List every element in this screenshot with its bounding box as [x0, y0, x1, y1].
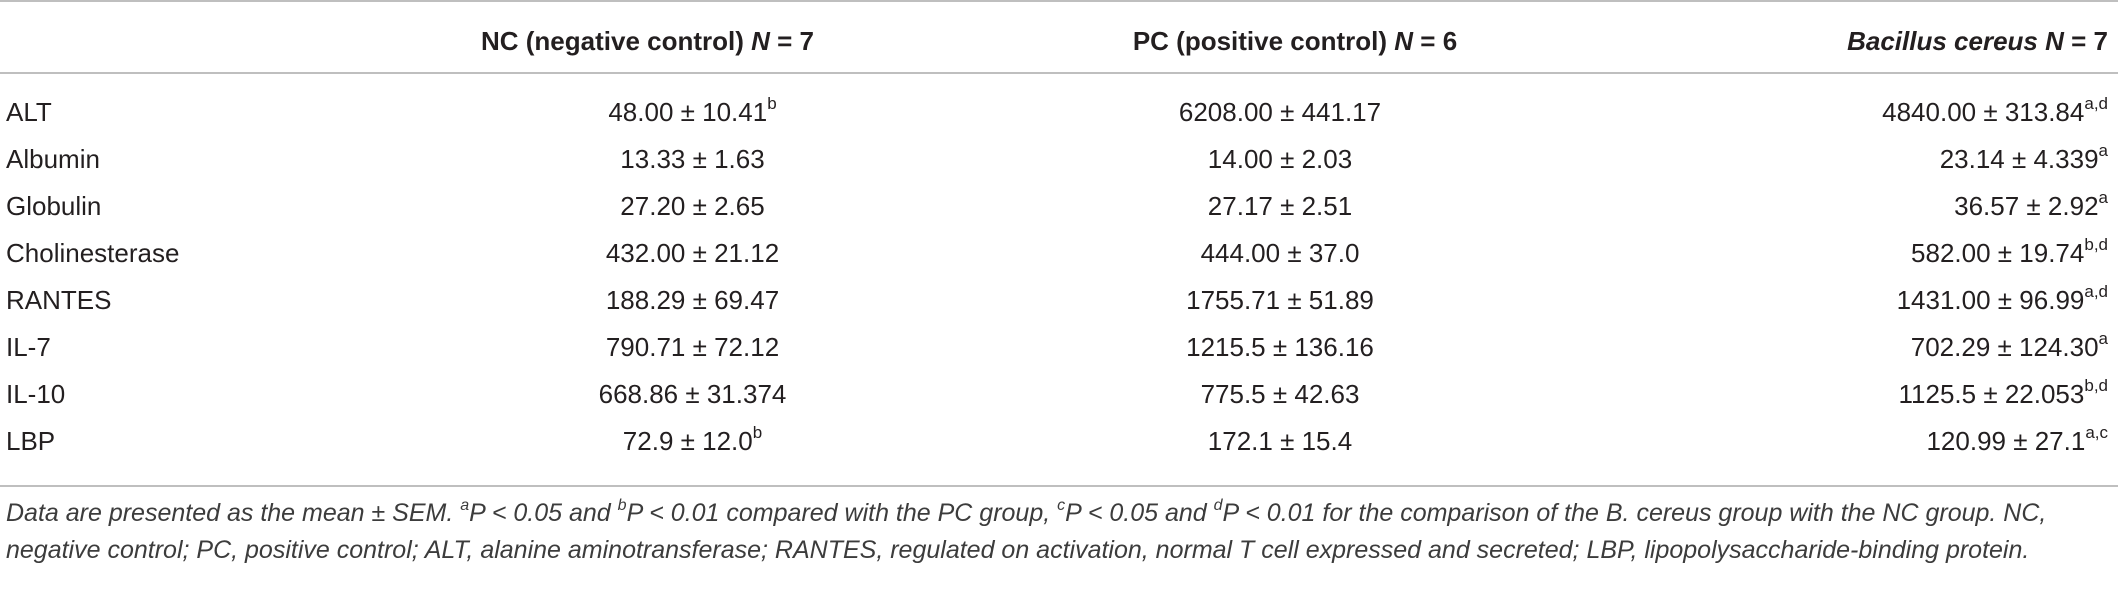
cell-pc: 444.00 ± 37.0 [1200, 238, 1360, 268]
table-body: ALT 48.00 ± 10.41b 6208.00 ± 441.17 4840.00… [0, 83, 2118, 465]
significance-marker: a,d [2084, 94, 2108, 114]
significance-marker: a [2098, 329, 2108, 349]
significance-marker: a,c [2085, 423, 2108, 443]
cell-bacillus-cereus: 702.29 ± 124.30a [1910, 329, 2108, 362]
table-row: Globulin 27.20 ± 2.65 27.17 ± 2.51 36.57 ± … [0, 183, 2118, 230]
cell-nc: 188.29 ± 69.47 [605, 285, 780, 315]
row-label: ALT [6, 97, 52, 127]
significance-marker: b,d [2084, 235, 2108, 255]
significance-marker: a,d [2084, 282, 2108, 302]
table-bottom-rule [0, 485, 2118, 487]
table-footnote: Data are presented as the mean ± SEM. aP… [6, 496, 2047, 564]
cell-bacillus-cereus: 582.00 ± 19.74b,d [1911, 235, 2108, 268]
cell-bacillus-cereus: 36.57 ± 2.92a [1954, 188, 2108, 221]
significance-marker: b [767, 94, 777, 114]
header-nc: NC (negative control) N = 7 [480, 26, 815, 56]
cell-pc: 1215.5 ± 136.16 [1186, 332, 1374, 362]
table-row: RANTES 188.29 ± 69.47 1755.71 ± 51.89 1431.… [0, 277, 2118, 324]
table-row: Cholinesterase 432.00 ± 21.12 444.00 ± 37.… [0, 230, 2118, 277]
cell-bacillus-cereus: 4840.00 ± 313.84a,d [1882, 94, 2108, 127]
cell-pc: 1755.71 ± 51.89 [1186, 285, 1374, 315]
cell-pc: 775.5 ± 42.63 [1200, 379, 1360, 409]
row-label: IL-10 [6, 379, 66, 409]
row-label: RANTES [6, 285, 112, 315]
cell-pc: 172.1 ± 15.4 [1207, 426, 1353, 456]
header-bacillus-cereus: Bacillus cereus N = 7 [1847, 26, 2108, 56]
table-row: IL-10 668.86 ± 31.374 775.5 ± 42.63 1125.5 … [0, 371, 2118, 418]
cell-bacillus-cereus: 1431.00 ± 96.99a,d [1896, 282, 2108, 315]
cell-nc: 48.00 ± 10.41b [608, 94, 777, 127]
cell-bacillus-cereus: 23.14 ± 4.339a [1939, 141, 2108, 174]
header-empty-cell [0, 15, 400, 83]
row-label: Cholinesterase [6, 238, 180, 268]
table-header-row: NC (negative control) N = 7 PC (positive… [0, 15, 2118, 83]
cell-nc: 432.00 ± 21.12 [605, 238, 780, 268]
table-row: Albumin 13.33 ± 1.63 14.00 ± 2.03 23.14 ± 4… [0, 136, 2118, 183]
significance-marker: a [2098, 188, 2108, 208]
cell-bacillus-cereus: 120.99 ± 27.1a,c [1926, 423, 2108, 456]
table-top-rule [0, 0, 2118, 2]
cell-nc: 13.33 ± 1.63 [620, 144, 765, 174]
table-row: IL-7 790.71 ± 72.12 1215.5 ± 136.16 702.29 … [0, 324, 2118, 371]
header-pc: PC (positive control) N = 6 [1132, 26, 1458, 56]
cell-bacillus-cereus: 1125.5 ± 22.053b,d [1898, 376, 2108, 409]
table-header-rule [0, 72, 2118, 74]
cell-nc: 72.9 ± 12.0b [622, 423, 763, 456]
row-label: Globulin [6, 191, 102, 221]
cell-pc: 14.00 ± 2.03 [1207, 144, 1353, 174]
significance-marker: b,d [2084, 376, 2108, 396]
table-row: LBP 72.9 ± 12.0b 172.1 ± 15.4 120.99 ± 27.1… [0, 418, 2118, 465]
significance-marker: b [752, 423, 763, 443]
cell-pc: 6208.00 ± 441.17 [1178, 97, 1382, 127]
row-label: Albumin [6, 144, 100, 174]
cell-nc: 27.20 ± 2.65 [620, 191, 765, 221]
row-label: LBP [6, 426, 56, 456]
significance-marker: a [2098, 141, 2108, 161]
cell-pc: 27.17 ± 2.51 [1207, 191, 1353, 221]
results-table: NC (negative control) N = 7 PC (positive… [0, 15, 2118, 465]
cell-nc: 790.71 ± 72.12 [605, 332, 780, 362]
table-row: ALT 48.00 ± 10.41b 6208.00 ± 441.17 4840.00… [0, 83, 2118, 136]
cell-nc: 668.86 ± 31.374 [598, 379, 787, 409]
row-label: IL-7 [6, 332, 51, 362]
